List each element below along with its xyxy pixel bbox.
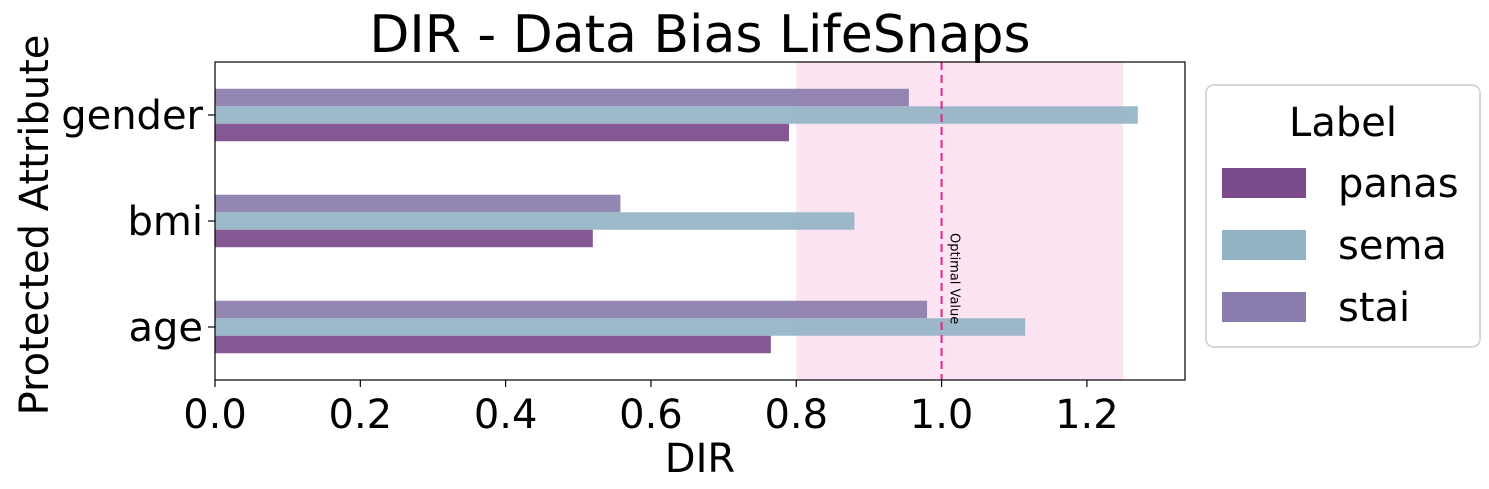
bars (215, 88, 1138, 354)
bar-bmi-sema (215, 212, 855, 230)
legend: Label panas sema stai (1205, 84, 1481, 348)
legend-swatch-sema (1222, 230, 1306, 260)
legend-swatch-stai (1222, 292, 1306, 322)
optimal-value-line: Optimal Value (940, 62, 962, 380)
legend-items: panas sema stai (1222, 161, 1459, 331)
bar-gender-sema (215, 106, 1138, 124)
bar-bmi-panas (215, 229, 593, 248)
x-tick-label: 1.2 (1055, 392, 1119, 438)
bar-age-sema (215, 318, 1026, 336)
y-axis-ticks: gender bmi age (61, 93, 215, 351)
bar-gender-stai (215, 88, 909, 107)
y-tick-label: age (128, 305, 203, 351)
legend-title: Label (1289, 100, 1397, 146)
x-tick-label: 0.4 (474, 392, 538, 438)
y-axis-label: Protected Attribute (12, 35, 58, 416)
y-tick-label: bmi (128, 199, 203, 245)
x-axis-ticks: 0.0 0.2 0.4 0.6 0.8 1.0 1.2 (183, 380, 1119, 438)
y-tick-label: gender (61, 93, 203, 139)
x-axis-label: DIR (665, 436, 735, 482)
chart-title: DIR - Data Bias LifeSnaps (369, 5, 1030, 65)
x-tick-label: 0.0 (183, 392, 247, 438)
bar-bmi-stai (215, 194, 621, 213)
bar-age-stai (215, 300, 928, 319)
legend-label-sema: sema (1338, 223, 1447, 269)
x-tick-label: 1.0 (910, 392, 974, 438)
legend-box (1205, 84, 1481, 348)
legend-label-panas: panas (1338, 161, 1459, 207)
bar-age-panas (215, 335, 771, 354)
bar-gender-panas (215, 123, 790, 142)
x-tick-label: 0.6 (619, 392, 683, 438)
x-tick-label: 0.2 (329, 392, 393, 438)
legend-swatch-panas (1222, 168, 1306, 198)
legend-label-stai: stai (1338, 285, 1410, 331)
reference-line-label: Optimal Value (947, 233, 962, 324)
x-tick-label: 0.8 (764, 392, 828, 438)
